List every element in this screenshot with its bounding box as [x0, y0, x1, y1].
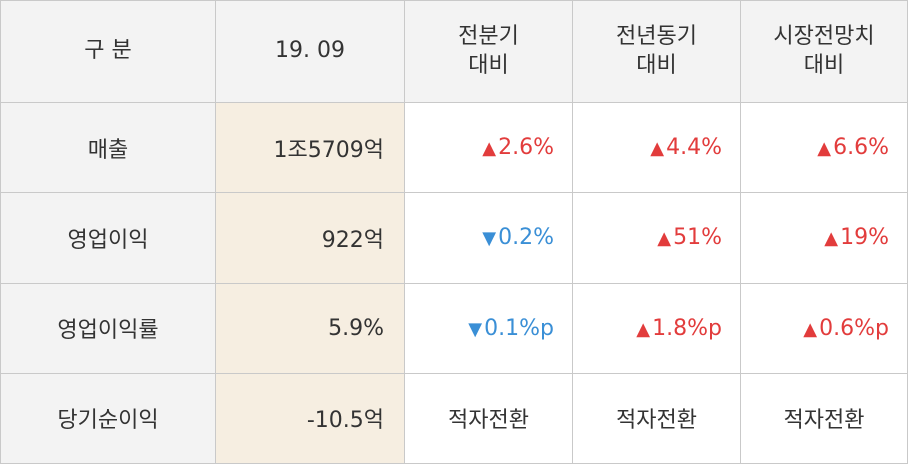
- header-consensus: 시장전망치 대비: [740, 0, 908, 103]
- yoy-change: ▲51%: [572, 192, 741, 284]
- header-period: 19. 09: [215, 0, 405, 103]
- header-yoy: 전년동기 대비: [572, 0, 741, 103]
- row-label: 영업이익률: [0, 282, 216, 374]
- row-net-income: 당기순이익 -10.5억 적자전환 적자전환 적자전환: [0, 372, 908, 465]
- row-value: 1조5709억: [215, 101, 405, 194]
- consensus-change: 적자전환: [740, 372, 908, 465]
- up-triangle-icon: ▲: [803, 318, 818, 340]
- consensus-change: ▲6.6%: [740, 101, 908, 194]
- qoq-change: 적자전환: [404, 372, 573, 465]
- header-qoq: 전분기 대비: [404, 0, 573, 103]
- qoq-change: ▲2.6%: [404, 101, 573, 194]
- row-label: 당기순이익: [0, 372, 216, 465]
- consensus-change: ▲19%: [740, 192, 908, 284]
- row-value: 922억: [215, 192, 405, 284]
- up-triangle-icon: ▲: [657, 228, 672, 250]
- row-value: -10.5억: [215, 372, 405, 465]
- up-triangle-icon: ▲: [636, 318, 651, 340]
- down-triangle-icon: ▼: [482, 228, 497, 250]
- qoq-change: ▼0.2%: [404, 192, 573, 284]
- consensus-change: ▲0.6%p: [740, 282, 908, 374]
- header-category: 구 분: [0, 0, 216, 103]
- qoq-change: ▼0.1%p: [404, 282, 573, 374]
- up-triangle-icon: ▲: [482, 138, 497, 160]
- row-value: 5.9%: [215, 282, 405, 374]
- row-label: 영업이익: [0, 192, 216, 284]
- yoy-change: 적자전환: [572, 372, 741, 465]
- row-label: 매출: [0, 101, 216, 194]
- row-operating-margin: 영업이익률 5.9% ▼0.1%p ▲1.8%p ▲0.6%p: [0, 282, 908, 374]
- row-operating-profit: 영업이익 922억 ▼0.2% ▲51% ▲19%: [0, 192, 908, 284]
- yoy-change: ▲4.4%: [572, 101, 741, 194]
- header-row: 구 분 19. 09 전분기 대비 전년동기 대비 시장전망치 대비: [0, 0, 908, 103]
- down-triangle-icon: ▼: [468, 318, 483, 340]
- yoy-change: ▲1.8%p: [572, 282, 741, 374]
- up-triangle-icon: ▲: [824, 228, 839, 250]
- up-triangle-icon: ▲: [650, 138, 665, 160]
- row-revenue: 매출 1조5709억 ▲2.6% ▲4.4% ▲6.6%: [0, 101, 908, 194]
- up-triangle-icon: ▲: [817, 138, 832, 160]
